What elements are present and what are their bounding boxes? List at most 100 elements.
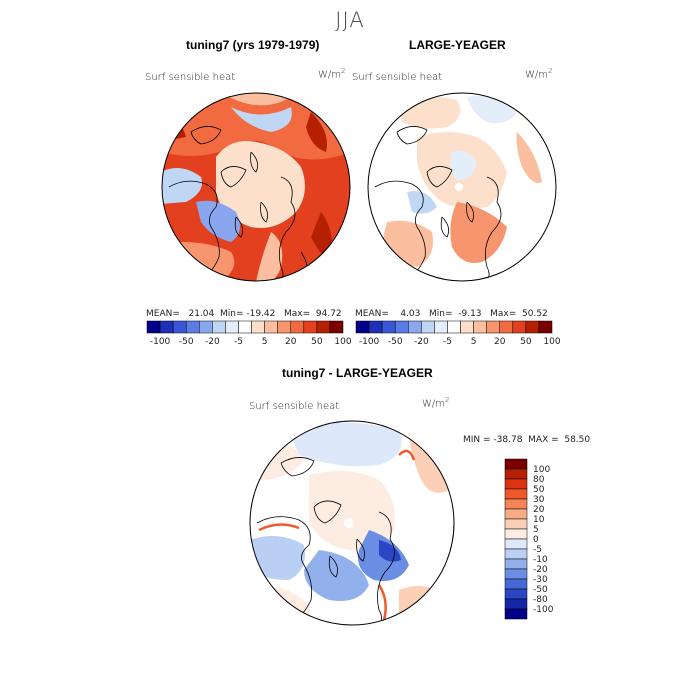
polar-map-difference xyxy=(249,420,455,626)
colorbar-tick-label: -10 xyxy=(533,555,548,565)
colorbar-tick-label: -50 xyxy=(533,585,548,595)
colorbar-tick-label: -5 xyxy=(533,545,542,555)
colorbar-panel-1: -100 -50 -20 -5 5 20 50 100 xyxy=(146,320,352,347)
colorbar-swatch xyxy=(159,320,174,334)
panel-1-units: W/m2 xyxy=(318,67,346,81)
colorbar-tick-label: -20 xyxy=(414,337,429,347)
panel-2-title: LARGE-YEAGER xyxy=(409,38,506,52)
colorbar-tick-label: 100 xyxy=(334,337,351,347)
colorbar-swatch xyxy=(525,320,540,334)
colorbar-swatch xyxy=(421,320,435,334)
colorbar-swatch xyxy=(473,320,487,334)
colorbar-swatch xyxy=(185,320,200,334)
colorbar-swatch xyxy=(146,320,161,334)
colorbar-tick-label: -20 xyxy=(533,565,548,575)
colorbar-tick-label: -100 xyxy=(359,337,380,347)
colorbar-tick-label: 80 xyxy=(533,475,545,485)
season-title: JJA xyxy=(335,8,365,32)
colorbar-tick-label: 30 xyxy=(533,495,545,505)
panel-2-max-label: Max= xyxy=(490,309,517,319)
diff-panel-minmax: MIN = -38.78 MAX = 58.50 xyxy=(463,435,591,445)
panel-1-mean-value: 21.04 xyxy=(188,309,215,319)
panel-1-max-value: 94.72 xyxy=(315,309,342,319)
panel-1-variable-label: Surf sensible heat xyxy=(145,72,236,83)
colorbar-swatch xyxy=(504,468,528,480)
colorbar-swatch xyxy=(460,320,474,334)
diff-panel-title: tuning7 - LARGE-YEAGER xyxy=(282,366,433,380)
polar-map-1 xyxy=(161,92,351,282)
colorbar-swatch xyxy=(225,320,239,334)
panel-2-mean-label: MEAN= xyxy=(355,309,389,319)
colorbar-swatch xyxy=(212,320,226,334)
panel-2-stats: MEAN= 4.03 Min= -9.13 Max= 50.52 xyxy=(355,309,548,319)
colorbar-swatch xyxy=(504,558,528,570)
colorbar-swatch xyxy=(238,320,252,334)
colorbar-swatch xyxy=(394,320,409,334)
panel-2-min-value: -9.13 xyxy=(458,309,482,319)
colorbar-swatch xyxy=(504,538,528,550)
colorbar-tick-label: 10 xyxy=(533,515,545,525)
colorbar-swatch xyxy=(504,598,528,610)
diff-panel-variable-label: Surf sensible heat xyxy=(249,401,340,412)
colorbar-swatch xyxy=(408,320,422,334)
colorbar-swatch xyxy=(499,320,514,334)
colorbar-tick-label: 50 xyxy=(311,337,323,347)
diff-panel-units: W/m2 xyxy=(422,396,450,410)
colorbar-tick-label: 50 xyxy=(533,485,545,495)
colorbar-tick-label: 20 xyxy=(533,505,545,515)
colorbar-tick-label: 100 xyxy=(533,465,550,475)
colorbar-tick-label: -50 xyxy=(179,337,194,347)
colorbar-tick-label: 50 xyxy=(520,337,532,347)
colorbar-tick-label: -100 xyxy=(533,605,554,615)
colorbar-swatch xyxy=(504,518,528,530)
panel-2-max-value: 50.52 xyxy=(522,309,548,319)
colorbar-tick-label: -80 xyxy=(533,595,548,605)
colorbar-swatch xyxy=(504,568,528,580)
colorbar-tick-label: 20 xyxy=(494,337,506,347)
panel-1-min-value: -19.42 xyxy=(246,309,276,319)
colorbar-swatch xyxy=(504,528,528,540)
colorbar-tick-label: -5 xyxy=(443,337,452,347)
colorbar-swatch xyxy=(172,320,187,334)
colorbar-swatch xyxy=(486,320,500,334)
panel-1-mean-label: MEAN= xyxy=(146,309,180,319)
colorbar-swatch xyxy=(504,588,528,600)
panel-2-min-label: Min= xyxy=(428,309,453,319)
panel-2-variable-label: Surf sensible heat xyxy=(352,72,443,83)
panel-2-units: W/m2 xyxy=(525,67,553,81)
colorbar-swatch xyxy=(504,508,528,520)
colorbar-swatch xyxy=(504,458,528,470)
colorbar-swatch xyxy=(316,320,331,334)
colorbar-swatch xyxy=(355,320,370,334)
colorbar-panel-2: -100 -50 -20 -5 5 20 50 100 xyxy=(355,320,561,347)
colorbar-swatch xyxy=(447,320,461,334)
colorbar-tick-label: 0 xyxy=(533,535,539,545)
colorbar-tick-label: -30 xyxy=(533,575,548,585)
panel-2-mean-value: 4.03 xyxy=(400,309,421,319)
colorbar-swatch xyxy=(290,320,305,334)
colorbar-tick-label: -100 xyxy=(150,337,171,347)
colorbar-swatch xyxy=(504,548,528,560)
panel-1-stats: MEAN= 21.04 Min= -19.42 Max= 94.72 xyxy=(146,309,342,319)
colorbar-swatch xyxy=(512,320,527,334)
colorbar-tick-label: 5 xyxy=(262,337,268,347)
colorbar-swatch xyxy=(381,320,396,334)
colorbar-tick-label: 20 xyxy=(285,337,297,347)
colorbar-swatch xyxy=(277,320,291,334)
colorbar-swatch xyxy=(368,320,383,334)
polar-map-2 xyxy=(367,92,557,282)
colorbar-tick-label: -5 xyxy=(234,337,243,347)
colorbar-swatch xyxy=(251,320,265,334)
colorbar-swatch xyxy=(303,320,318,334)
colorbar-swatch xyxy=(504,608,528,620)
colorbar-swatch xyxy=(434,320,448,334)
panel-1-max-label: Max= xyxy=(283,309,311,319)
colorbar-swatch xyxy=(538,320,553,334)
colorbar-tick-label: 100 xyxy=(543,337,560,347)
colorbar-swatch xyxy=(329,320,344,334)
colorbar-tick-label: -20 xyxy=(205,337,220,347)
colorbar-swatch xyxy=(504,478,528,490)
colorbar-swatch xyxy=(264,320,278,334)
colorbar-tick-label: -50 xyxy=(388,337,403,347)
